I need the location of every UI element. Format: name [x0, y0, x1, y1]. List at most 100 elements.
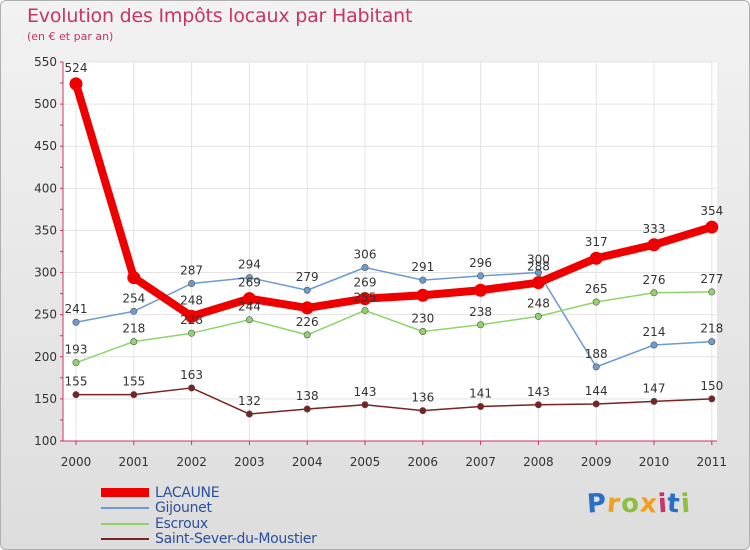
x-tick-label: 2010	[639, 455, 670, 469]
data-label-escroux: 228	[180, 313, 203, 327]
y-tick-label: 500	[34, 97, 57, 111]
y-tick-label: 550	[34, 55, 57, 69]
data-label-lacaune: 248	[180, 293, 203, 307]
data-point-escroux	[477, 321, 485, 329]
data-point-saint-sever-du-moustier	[72, 391, 80, 399]
data-point-lacaune	[589, 251, 603, 265]
x-tick-label: 2007	[465, 455, 496, 469]
data-point-saint-sever-du-moustier	[303, 405, 311, 413]
data-label-gijounet: 218	[700, 322, 723, 336]
legend-label: LACAUNE	[155, 484, 220, 501]
x-tick-label: 2001	[119, 455, 150, 469]
data-point-gijounet	[303, 286, 311, 294]
data-point-escroux	[419, 328, 427, 336]
y-tick-label: 100	[34, 434, 57, 448]
data-point-saint-sever-du-moustier	[130, 391, 138, 399]
data-label-lacaune: 269	[354, 276, 377, 290]
data-point-lacaune	[127, 271, 141, 285]
data-label-escroux: 218	[122, 322, 145, 336]
x-tick-label: 2008	[523, 455, 554, 469]
data-point-saint-sever-du-moustier	[245, 410, 253, 418]
legend-label: Saint-Sever-du-Moustier	[155, 531, 317, 548]
data-label-gijounet: 287	[180, 264, 203, 278]
chart-title: Evolution des Impôts locaux par Habitant	[27, 5, 413, 27]
data-point-saint-sever-du-moustier	[477, 402, 485, 410]
data-point-gijounet	[245, 274, 253, 282]
data-point-lacaune	[531, 276, 545, 290]
data-point-escroux	[534, 312, 542, 320]
data-label-escroux: 226	[296, 315, 319, 329]
data-point-escroux	[72, 359, 80, 367]
legend-label: Gijounet	[155, 500, 212, 517]
data-label-escroux: 265	[585, 282, 608, 296]
data-label-saint-sever-du-moustier: 136	[411, 391, 434, 405]
data-point-saint-sever-du-moustier	[592, 400, 600, 408]
legend-swatch	[101, 522, 149, 525]
x-tick-label: 2011	[697, 455, 728, 469]
legend-item-gijounet: Gijounet	[101, 500, 317, 517]
legend-swatch	[101, 507, 149, 510]
data-label-escroux: 276	[643, 273, 666, 287]
series-line-saint-sever-du-moustier	[75, 387, 713, 415]
legend-label: Escroux	[155, 515, 208, 532]
data-label-lacaune: 269	[238, 276, 261, 290]
legend-item-saint-sever-du-moustier: Saint-Sever-du-Moustier	[101, 531, 317, 548]
data-label-gijounet: 296	[469, 256, 492, 270]
data-point-saint-sever-du-moustier	[361, 401, 369, 409]
legend-item-lacaune: LACAUNE	[101, 485, 317, 501]
data-point-gijounet	[188, 280, 196, 288]
data-point-gijounet	[708, 338, 716, 346]
data-label-saint-sever-du-moustier: 150	[700, 379, 723, 393]
data-point-lacaune	[242, 292, 256, 306]
series-line-escroux	[75, 291, 713, 364]
data-label-saint-sever-du-moustier: 143	[354, 385, 377, 399]
data-point-gijounet	[534, 269, 542, 277]
data-label-saint-sever-du-moustier: 147	[643, 381, 666, 395]
data-point-gijounet	[419, 276, 427, 284]
data-point-saint-sever-du-moustier	[419, 407, 427, 415]
x-tick-label: 2005	[350, 455, 381, 469]
data-point-saint-sever-du-moustier	[650, 397, 658, 405]
data-label-saint-sever-du-moustier: 138	[296, 389, 319, 403]
data-point-gijounet	[72, 318, 80, 326]
data-label-gijounet: 188	[585, 347, 608, 361]
data-point-lacaune	[69, 77, 83, 91]
y-tick-label: 350	[34, 223, 57, 237]
x-tick-label: 2004	[292, 455, 323, 469]
data-point-lacaune	[300, 301, 314, 315]
data-label-gijounet: 254	[122, 291, 145, 305]
y-tick-label: 300	[34, 266, 57, 280]
data-label-saint-sever-du-moustier: 132	[238, 394, 261, 408]
proxiti-logo: Proxiti	[585, 488, 692, 520]
data-label-gijounet: 291	[411, 260, 434, 274]
y-tick-label: 250	[34, 308, 57, 322]
data-point-escroux	[361, 306, 369, 314]
y-tick-label: 200	[34, 350, 57, 364]
data-label-saint-sever-du-moustier: 143	[527, 385, 550, 399]
data-label-saint-sever-du-moustier: 155	[65, 375, 88, 389]
legend-swatch	[101, 488, 149, 498]
data-point-saint-sever-du-moustier	[188, 384, 196, 392]
data-label-escroux: 277	[700, 272, 723, 286]
data-label-escroux: 248	[527, 296, 550, 310]
data-point-saint-sever-du-moustier	[708, 395, 716, 403]
data-label-escroux: 238	[469, 305, 492, 319]
data-label-escroux: 193	[65, 343, 88, 357]
data-point-saint-sever-du-moustier	[534, 401, 542, 409]
chart-subtitle: (en € et par an)	[27, 30, 114, 43]
series-line-lacaune	[72, 79, 716, 321]
data-label-gijounet: 300	[527, 253, 550, 267]
data-label-escroux: 244	[238, 300, 261, 314]
data-point-lacaune	[705, 220, 719, 234]
data-label-saint-sever-du-moustier: 155	[122, 375, 145, 389]
y-tick-label: 400	[34, 181, 57, 195]
data-point-gijounet	[130, 307, 138, 315]
data-point-lacaune	[416, 288, 430, 302]
legend-swatch	[101, 538, 149, 541]
data-label-gijounet: 306	[354, 248, 377, 262]
data-label-lacaune: 288	[527, 260, 550, 274]
data-label-escroux: 255	[354, 290, 377, 304]
x-tick-label: 2009	[581, 455, 612, 469]
